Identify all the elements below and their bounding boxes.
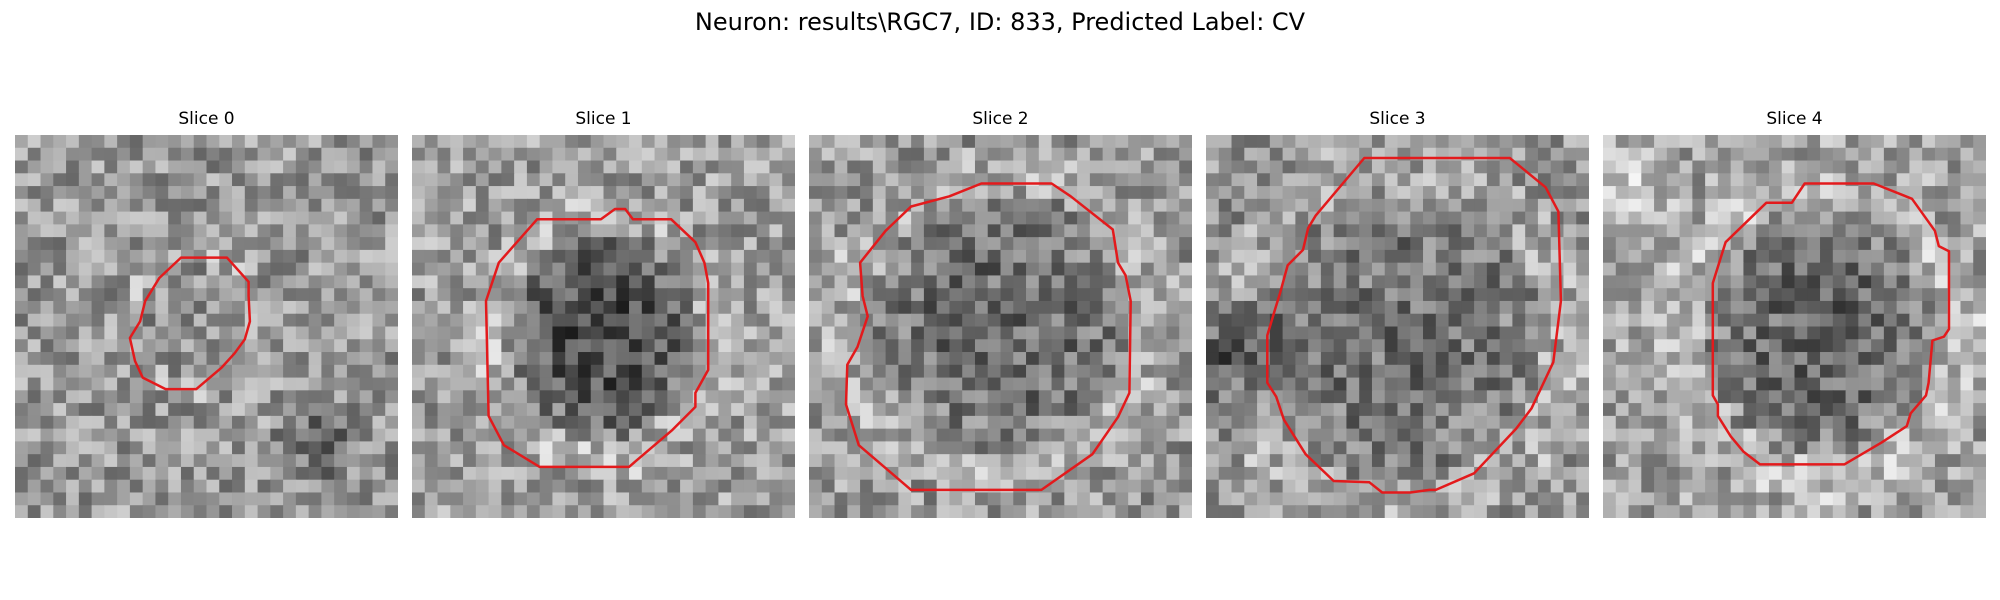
slice-image — [1206, 135, 1589, 518]
slice-image — [809, 135, 1192, 518]
slice-title: Slice 2 — [972, 109, 1029, 129]
slice-panel-2: Slice 2 — [809, 108, 1192, 518]
slice-image-svg — [15, 135, 398, 518]
slice-title: Slice 4 — [1766, 109, 1823, 129]
slice-image — [15, 135, 398, 518]
slice-image-svg — [412, 135, 795, 518]
slice-panel-0: Slice 0 — [15, 108, 398, 518]
segmentation-contour — [1711, 182, 1951, 466]
slice-panel-1: Slice 1 — [412, 108, 795, 518]
pixel-grid — [412, 135, 795, 518]
slice-panel-3: Slice 3 — [1206, 108, 1589, 518]
slice-image-svg — [1603, 135, 1986, 518]
pixel-grid — [1206, 135, 1589, 518]
pixel-grid — [809, 135, 1192, 518]
pixel-grid — [1603, 135, 1986, 518]
slice-title: Slice 0 — [178, 109, 235, 129]
slice-title: Slice 1 — [575, 109, 632, 129]
slice-panel-4: Slice 4 — [1603, 108, 1986, 518]
segmentation-contour — [844, 182, 1132, 492]
pixel-grid — [15, 135, 398, 518]
segmentation-contour — [128, 256, 252, 391]
slice-image-svg — [1206, 135, 1589, 518]
segmentation-contour — [484, 207, 710, 469]
slice-image — [1603, 135, 1986, 518]
slice-image-svg — [809, 135, 1192, 518]
slice-title: Slice 3 — [1369, 109, 1426, 129]
figure-title: Neuron: results\RGC7, ID: 833, Predicted… — [694, 8, 1306, 36]
segmentation-contour — [1266, 156, 1563, 494]
slice-image — [412, 135, 795, 518]
